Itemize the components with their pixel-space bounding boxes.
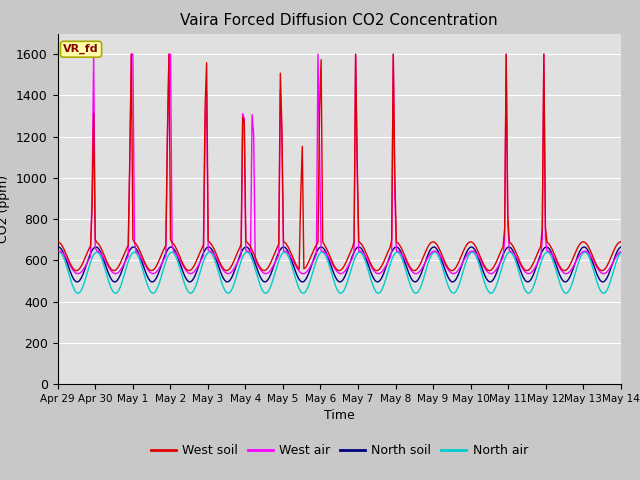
X-axis label: Time: Time — [324, 409, 355, 422]
Title: Vaira Forced Diffusion CO2 Concentration: Vaira Forced Diffusion CO2 Concentration — [180, 13, 498, 28]
Y-axis label: CO2 (ppm): CO2 (ppm) — [0, 175, 10, 243]
Text: VR_fd: VR_fd — [63, 44, 99, 54]
Legend: West soil, West air, North soil, North air: West soil, West air, North soil, North a… — [145, 439, 533, 462]
